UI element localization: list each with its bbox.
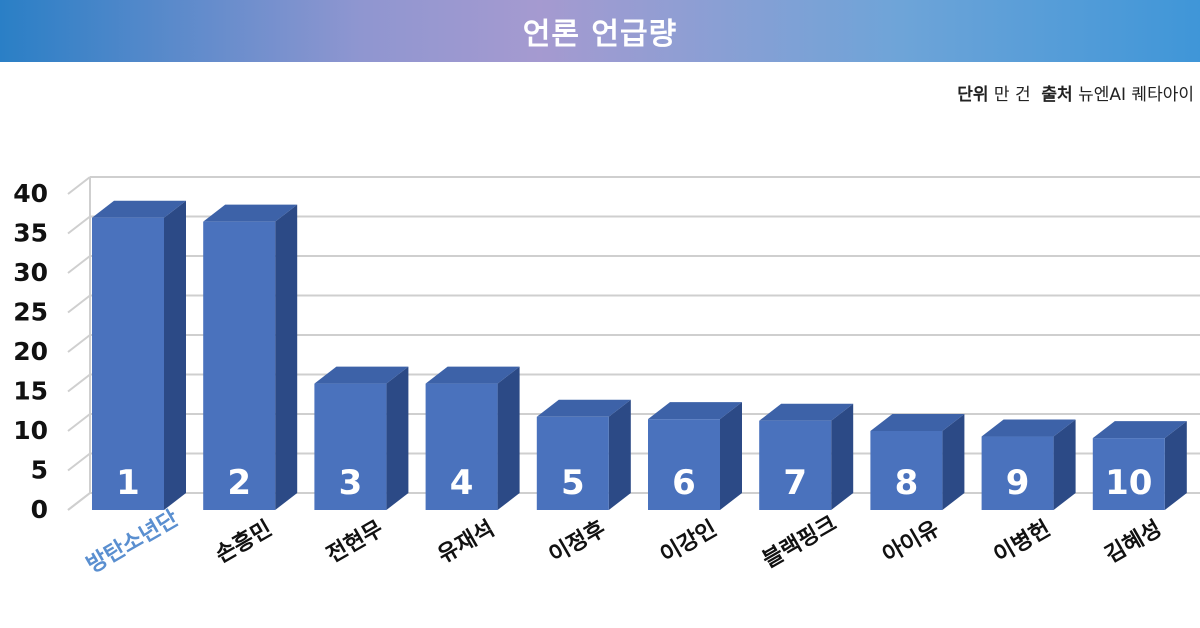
y-tick-label: 40 [13, 179, 48, 208]
x-category-label: 이정후 [545, 516, 610, 568]
bar [759, 420, 832, 510]
bar [1092, 438, 1165, 510]
bar-side [386, 366, 409, 510]
grid-slant [67, 334, 91, 353]
bar [314, 383, 387, 510]
grid-slant [67, 492, 91, 511]
bar-side [275, 204, 298, 510]
bar-side [164, 200, 186, 510]
bar-rank-label: 9 [1006, 463, 1030, 503]
bar-rank-label: 4 [450, 463, 474, 503]
header-banner: 언론 언급량 [0, 0, 1200, 62]
bar-top [759, 403, 854, 421]
bar-side [831, 403, 854, 510]
bar [536, 416, 609, 510]
source-value: 뉴엔AI 퀘타아이 [1078, 85, 1194, 105]
bar-side [608, 399, 631, 510]
x-category-label: 김혜성 [1101, 516, 1166, 568]
bar-top [648, 402, 742, 420]
source-line: 단위 만 건 출처 뉴엔AI 퀘타아이 [957, 80, 1194, 105]
bar-rank-label: 3 [339, 463, 363, 503]
bar-side [1164, 421, 1187, 510]
x-category-label: 이강인 [656, 516, 721, 568]
grid-slant [67, 176, 91, 195]
x-category-label: 블랙핑크 [759, 511, 842, 573]
x-category-label: 방탄소년단 [83, 506, 183, 578]
page-title: 언론 언급량 [522, 17, 678, 52]
y-tick-label: 20 [13, 337, 48, 366]
bar-top [870, 414, 965, 431]
grid-slant [67, 255, 91, 274]
bar-top [425, 366, 520, 384]
y-tick-label: 15 [13, 377, 48, 406]
unit-label: 단위 [957, 85, 989, 105]
x-category-label: 유재석 [434, 516, 499, 568]
bar-side [942, 414, 965, 510]
bar [203, 221, 276, 510]
x-category-label: 전현무 [323, 516, 388, 568]
bar-side [497, 366, 520, 510]
bar [870, 431, 943, 510]
bar [425, 383, 498, 510]
y-tick-label: 30 [13, 258, 48, 287]
x-category-label: 이병헌 [990, 516, 1055, 568]
grid-slant [67, 452, 91, 472]
unit-value: 만 건 [993, 85, 1031, 105]
grid-slant [67, 373, 91, 393]
y-tick-label: 0 [31, 495, 48, 524]
bar-rank-label: 5 [561, 463, 585, 503]
bar-rank-label: 6 [672, 463, 696, 503]
y-tick-label: 25 [13, 298, 48, 327]
source-label: 출처 [1041, 85, 1073, 105]
bar-rank-label: 2 [227, 463, 251, 503]
bar-top [314, 366, 409, 384]
bar-top [1092, 421, 1187, 439]
bar-side [720, 402, 742, 510]
bar [981, 436, 1054, 510]
grid-slant [67, 413, 91, 432]
bar-rank-label: 10 [1105, 463, 1152, 503]
bar-side [1053, 419, 1076, 510]
bar-rank-label: 1 [116, 463, 140, 503]
bar-top [203, 204, 298, 222]
y-tick-label: 10 [13, 416, 48, 445]
grid-slant [67, 215, 91, 235]
bar-rank-label: 8 [895, 463, 919, 503]
grid-slant [67, 294, 91, 314]
bar-rank-label: 7 [783, 463, 807, 503]
x-category-label: 손흥민 [211, 516, 276, 568]
x-category-label: 아이유 [879, 516, 944, 568]
bar [648, 419, 720, 510]
bar-top [92, 200, 186, 218]
y-tick-label: 35 [13, 219, 48, 248]
bar-top [536, 399, 631, 417]
bar-top [981, 419, 1076, 437]
y-tick-label: 5 [31, 456, 48, 485]
bar [92, 217, 164, 510]
